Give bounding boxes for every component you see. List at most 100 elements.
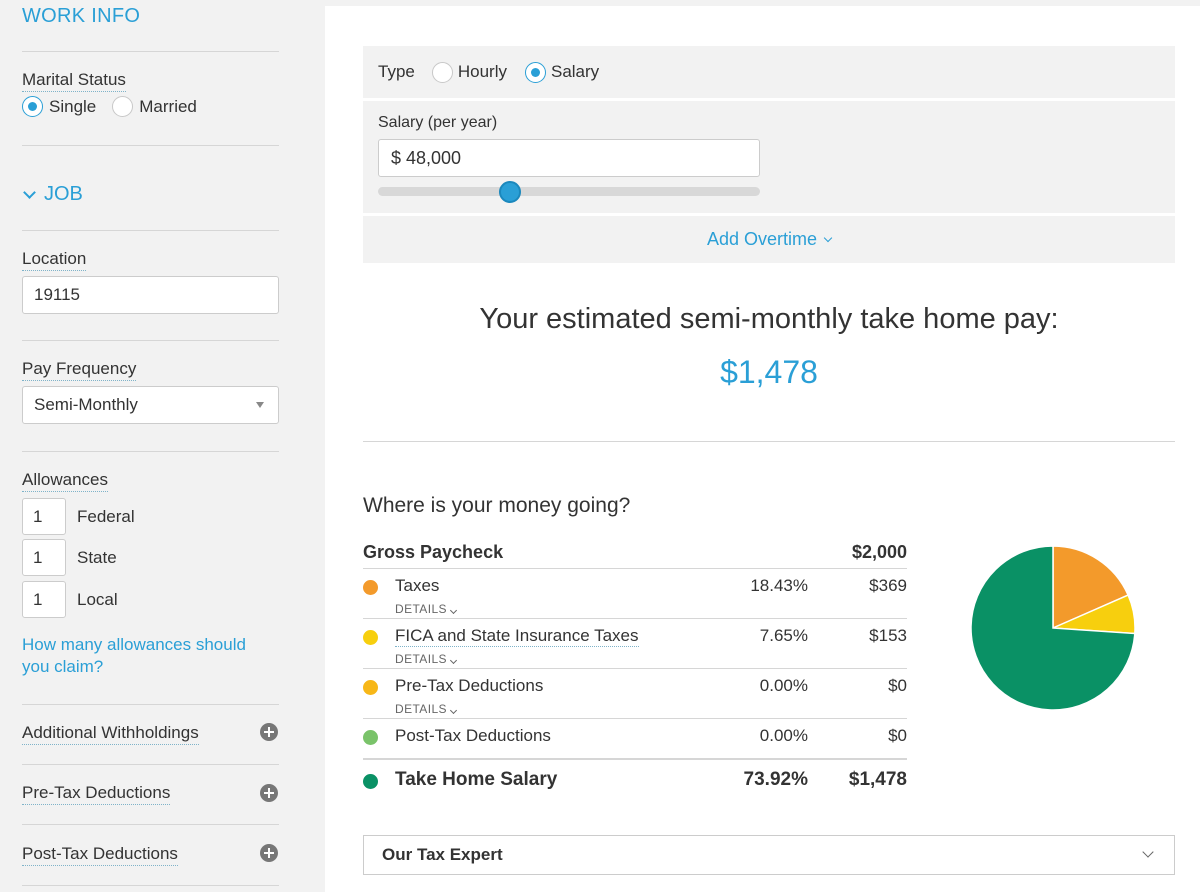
row-percent: 0.00% — [759, 676, 808, 695]
location-input[interactable]: 19115 — [22, 276, 279, 314]
chevron-down-icon — [23, 186, 36, 199]
hourly-label: Hourly — [457, 62, 507, 81]
pie-slice-taxes — [1052, 545, 1130, 630]
work-info-title: WORK INFO — [22, 5, 141, 27]
add-withholdings-plus-icon[interactable] — [260, 723, 278, 741]
local-allowance-label: Local — [77, 589, 118, 609]
federal-allowance-row: 1 Federal — [22, 498, 135, 535]
row-percent: 7.65% — [759, 626, 808, 645]
row-label: Take Home Salary — [395, 769, 558, 790]
row-amount: $0 — [888, 726, 907, 745]
chevron-down-icon — [449, 706, 457, 715]
location-label: Location — [22, 249, 87, 271]
pie-chart — [970, 545, 1136, 711]
marital-status-group: Single Married — [22, 96, 213, 117]
row-label: Post-Tax Deductions — [395, 726, 551, 745]
divider — [22, 51, 279, 52]
gross-paycheck-row: Gross Paycheck $2,000 — [363, 537, 907, 569]
additional-withholdings-toggle[interactable]: Additional Withholdings — [22, 723, 199, 745]
add-pre-tax-plus-icon[interactable] — [260, 784, 278, 802]
divider — [22, 704, 279, 705]
breakdown-row-pre-tax: Pre-Tax Deductions DETAILS 0.00% $0 — [363, 669, 907, 719]
divider — [22, 145, 279, 146]
pay-type-row: Type Hourly Salary — [363, 46, 1175, 98]
chevron-down-icon — [823, 233, 833, 242]
tax-expert-accordion[interactable]: Our Tax Expert — [363, 835, 1175, 875]
chevron-down-icon — [449, 656, 457, 665]
row-percent: 18.43% — [750, 576, 808, 595]
chevron-down-icon — [1142, 846, 1154, 858]
caret-down-icon — [256, 402, 264, 408]
marital-married-option[interactable]: Married — [112, 96, 197, 117]
breakdown-table: Gross Paycheck $2,000 Taxes DETAILS 18.4… — [363, 537, 907, 799]
salary-input[interactable]: $ 48,000 — [378, 139, 760, 177]
row-label: Taxes — [395, 576, 440, 595]
row-label[interactable]: FICA and State Insurance Taxes — [395, 626, 639, 647]
pay-frequency-select[interactable]: Semi-Monthly — [22, 386, 279, 424]
divider — [22, 230, 279, 231]
federal-allowance-input[interactable]: 1 — [22, 498, 66, 535]
state-allowance-label: State — [77, 547, 117, 567]
divider — [22, 764, 279, 765]
salary-panel: Salary (per year) $ 48,000 — [363, 101, 1175, 213]
federal-allowance-label: Federal — [77, 506, 135, 526]
salary-field-label: Salary (per year) — [378, 114, 498, 131]
legend-dot — [363, 730, 378, 745]
row-percent: 0.00% — [759, 726, 808, 745]
main-content: Type Hourly Salary Salary (per year) $ 4… — [325, 6, 1200, 892]
row-amount: $1,478 — [848, 769, 907, 790]
married-label: Married — [139, 96, 197, 116]
legend-dot — [363, 680, 378, 695]
tax-expert-label: Our Tax Expert — [382, 845, 503, 864]
hourly-radio[interactable] — [431, 61, 453, 83]
divider — [22, 451, 279, 452]
breakdown-row-post-tax: Post-Tax Deductions 0.00% $0 — [363, 719, 907, 759]
married-radio[interactable] — [112, 96, 134, 117]
row-label: Pre-Tax Deductions — [395, 676, 544, 695]
details-toggle[interactable]: DETAILS — [395, 702, 457, 716]
allowances-help-link[interactable]: How many allowances should you claim? — [22, 635, 246, 676]
marital-single-option[interactable]: Single — [22, 96, 96, 117]
pie-slice-take-home-salary — [970, 545, 1136, 711]
salary-slider-track[interactable] — [378, 187, 760, 196]
allowances-label: Allowances — [22, 470, 108, 492]
pay-frequency-value: Semi-Monthly — [34, 395, 138, 414]
marital-status-label: Marital Status — [22, 70, 126, 92]
salary-radio[interactable] — [524, 61, 546, 83]
chevron-down-icon — [449, 606, 457, 615]
local-allowance-input[interactable]: 1 — [22, 581, 66, 618]
hourly-option[interactable]: Hourly — [431, 61, 507, 83]
salary-label: Salary — [550, 62, 600, 81]
pay-type-label: Type — [378, 62, 415, 81]
divider — [22, 340, 279, 341]
local-allowance-row: 1 Local — [22, 581, 118, 618]
row-percent: 73.92% — [743, 769, 808, 790]
legend-dot — [363, 774, 378, 789]
legend-dot — [363, 580, 378, 595]
add-overtime-label: Add Overtime — [706, 229, 818, 249]
add-overtime-button[interactable]: Add Overtime — [363, 216, 1175, 263]
breakdown-row-fica: FICA and State Insurance Taxes DETAILS 7… — [363, 619, 907, 669]
single-label: Single — [49, 96, 97, 116]
state-allowance-input[interactable]: 1 — [22, 539, 66, 576]
salary-option[interactable]: Salary — [524, 61, 600, 83]
post-tax-deductions-toggle[interactable]: Post-Tax Deductions — [22, 844, 178, 866]
job-section-label: JOB — [44, 183, 83, 205]
legend-dot — [363, 630, 378, 645]
gross-paycheck-label: Gross Paycheck — [363, 542, 504, 562]
pre-tax-deductions-toggle[interactable]: Pre-Tax Deductions — [22, 783, 171, 805]
take-home-row: Take Home Salary 73.92% $1,478 — [363, 759, 907, 799]
money-breakdown-title: Where is your money going? — [363, 494, 631, 517]
breakdown-row-taxes: Taxes DETAILS 18.43% $369 — [363, 569, 907, 619]
details-toggle[interactable]: DETAILS — [395, 652, 457, 666]
take-home-amount: $1,478 — [720, 354, 818, 390]
job-section-toggle[interactable]: JOB — [22, 183, 83, 206]
add-post-tax-plus-icon[interactable] — [260, 844, 278, 862]
divider — [363, 441, 1175, 442]
state-allowance-row: 1 State — [22, 539, 117, 576]
pay-frequency-label: Pay Frequency — [22, 359, 137, 381]
details-toggle[interactable]: DETAILS — [395, 602, 457, 616]
single-radio[interactable] — [22, 96, 43, 117]
salary-slider-handle[interactable] — [498, 181, 521, 203]
take-home-headline: Your estimated semi-monthly take home pa… — [479, 303, 1059, 335]
